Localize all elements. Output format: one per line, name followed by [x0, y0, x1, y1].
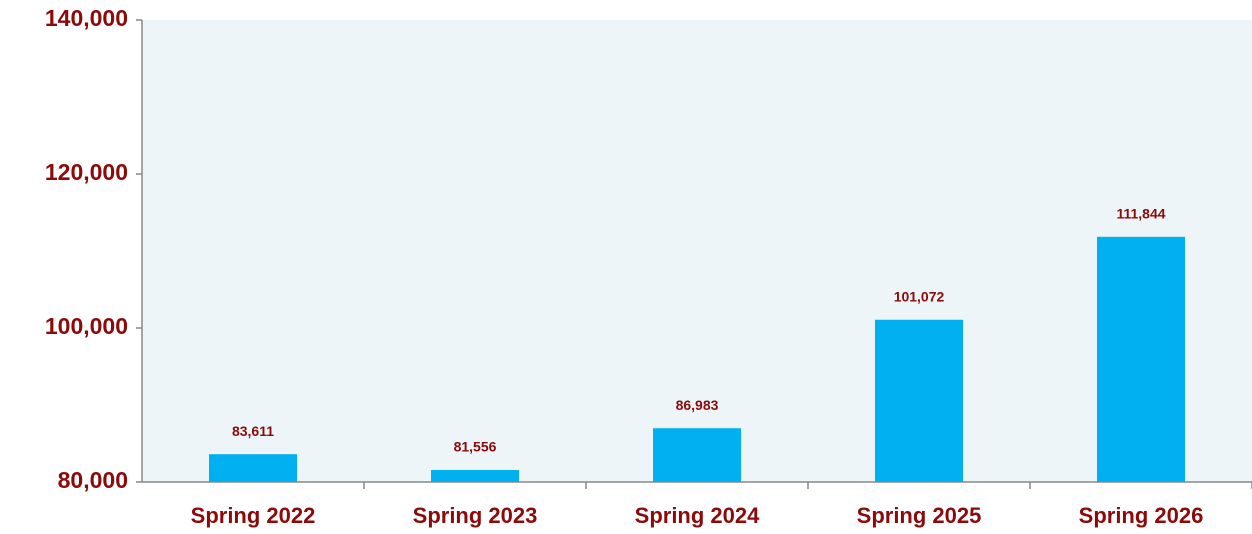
- y-tick-label: 100,000: [45, 313, 128, 339]
- x-tick-label: Spring 2025: [857, 503, 982, 528]
- bar: [875, 319, 963, 482]
- x-tick-label: Spring 2024: [635, 503, 760, 528]
- x-tick-label: Spring 2022: [191, 503, 316, 528]
- value-label: 86,983: [676, 397, 719, 413]
- bar: [431, 470, 519, 482]
- x-tick-label: Spring 2023: [413, 503, 538, 528]
- y-tick-label: 80,000: [58, 467, 128, 493]
- value-label: 81,556: [454, 439, 497, 455]
- y-tick-label: 120,000: [45, 159, 128, 185]
- bar: [209, 454, 297, 482]
- value-label: 111,844: [1116, 206, 1165, 222]
- plot-area: [142, 20, 1252, 482]
- value-label: 83,611: [232, 423, 274, 439]
- bar: [653, 428, 741, 482]
- x-tick-label: Spring 2026: [1079, 503, 1204, 528]
- value-label: 101,072: [894, 288, 945, 304]
- y-tick-label: 140,000: [45, 5, 128, 31]
- bar: [1097, 236, 1185, 482]
